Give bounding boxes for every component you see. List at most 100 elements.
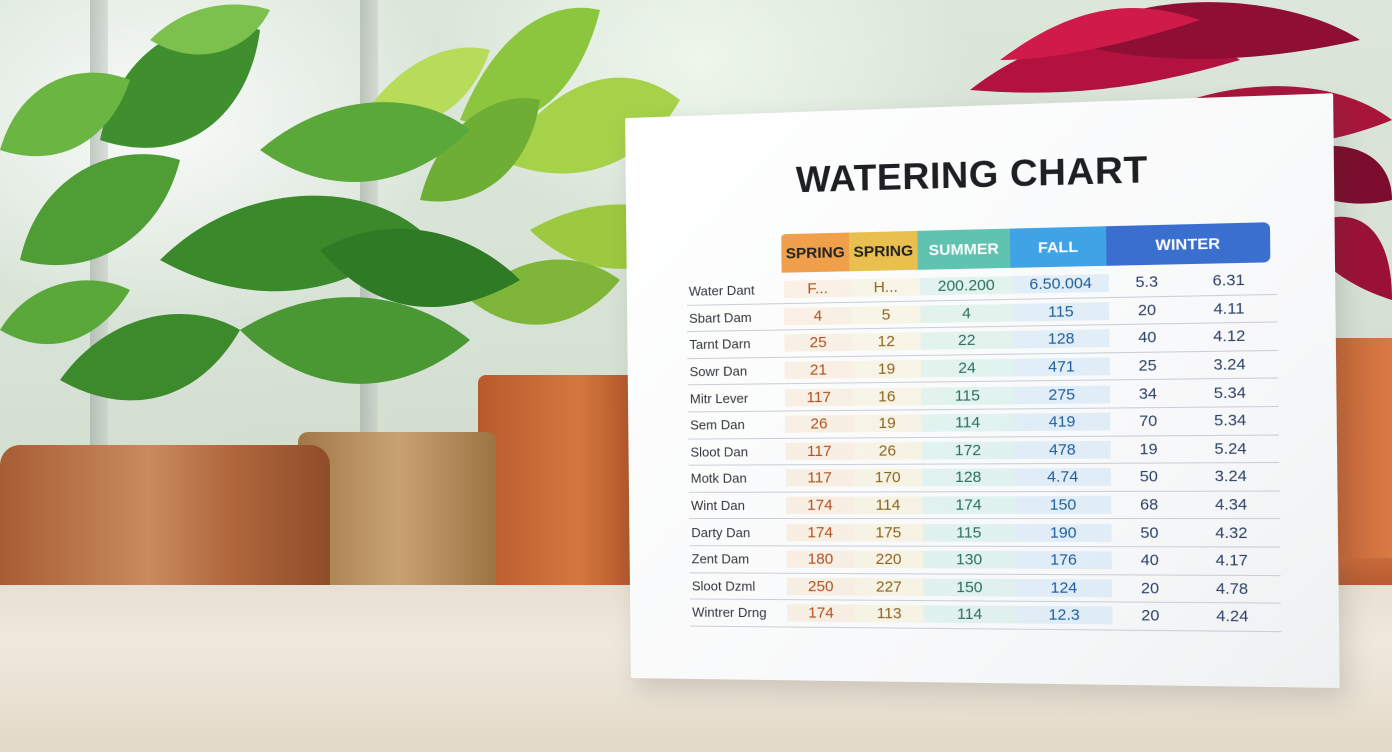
cell-fall: 6.50.004 <box>1013 274 1109 294</box>
cell-winter-2: 4.24 <box>1188 608 1276 627</box>
cell-spring-2: 170 <box>853 469 922 487</box>
cell-winter-1: 19 <box>1111 440 1187 458</box>
cell-summer: 200.200 <box>920 276 1013 295</box>
cell-winter-2: 3.24 <box>1187 468 1275 486</box>
cell-spring-1: 4 <box>784 307 852 325</box>
row-label: Zent Dam <box>689 551 786 566</box>
cell-spring-2: 175 <box>854 524 923 541</box>
table-row: Zent Dam 180 220 130 176 40 4.17 <box>689 546 1280 576</box>
cell-fall: 150 <box>1015 496 1111 514</box>
cell-fall: 124 <box>1016 579 1112 597</box>
cell-winter-2: 6.31 <box>1185 271 1273 291</box>
cell-winter-1: 20 <box>1109 301 1185 320</box>
cell-spring-1: 174 <box>786 524 854 541</box>
cell-spring-1: 174 <box>786 497 854 514</box>
row-label: Sem Dan <box>688 417 785 433</box>
cell-winter-1: 40 <box>1112 552 1188 570</box>
cell-summer: 114 <box>921 414 1014 432</box>
row-label: Sloot Dzml <box>690 578 787 594</box>
cell-fall: 471 <box>1013 358 1109 377</box>
cell-fall: 176 <box>1015 551 1111 569</box>
cell-fall: 478 <box>1014 441 1110 459</box>
table-row: Sloot Dan 117 26 172 478 19 5.24 <box>688 435 1279 466</box>
table-row: Wintrer Drng 174 113 114 12.3 20 4.24 <box>690 600 1281 632</box>
cell-spring-2: 26 <box>853 442 922 460</box>
cell-spring-1: 180 <box>787 551 855 569</box>
row-label: Sowr Dan <box>688 363 785 379</box>
cell-summer: 172 <box>922 441 1015 459</box>
chart-title: WATERING CHART <box>626 142 1335 206</box>
row-label: Sbart Dam <box>687 309 784 326</box>
cell-spring-2: 220 <box>854 551 923 569</box>
table-row: Darty Dan 174 175 115 190 50 4.32 <box>689 519 1280 547</box>
cell-summer: 128 <box>922 469 1015 487</box>
table-row: Motk Dan 117 170 128 4.74 50 3.24 <box>689 463 1280 492</box>
row-label: Sloot Dan <box>688 444 785 460</box>
cell-winter-2: 3.24 <box>1186 355 1274 374</box>
cell-summer: 150 <box>923 578 1016 596</box>
cell-fall: 4.74 <box>1015 468 1111 486</box>
cell-winter-2: 4.32 <box>1187 524 1275 542</box>
cell-winter-1: 25 <box>1110 357 1186 376</box>
cell-fall: 190 <box>1015 524 1111 542</box>
row-label: Mitr Lever <box>688 390 785 406</box>
cell-spring-2: 227 <box>855 578 924 596</box>
cell-spring-2: 114 <box>854 497 923 514</box>
cell-spring-1: 250 <box>787 578 855 596</box>
cell-summer: 130 <box>923 551 1016 569</box>
cell-summer: 24 <box>921 359 1014 378</box>
header-winter: WINTER <box>1106 222 1270 266</box>
cell-winter-1: 34 <box>1110 384 1186 403</box>
cell-summer: 114 <box>923 606 1016 624</box>
row-label: Wint Dan <box>689 498 786 513</box>
cell-fall: 115 <box>1013 302 1109 321</box>
cell-winter-2: 4.17 <box>1188 552 1276 570</box>
season-header-row: SPRING SPRING SUMMER FALL WINTER <box>781 222 1277 273</box>
row-label: Wintrer Drng <box>690 605 787 621</box>
cell-spring-1: 25 <box>784 334 852 352</box>
row-label: Water Dant <box>687 282 784 299</box>
cell-winter-2: 5.34 <box>1186 383 1274 402</box>
row-label: Motk Dan <box>689 471 786 486</box>
cell-spring-1: 26 <box>785 415 853 433</box>
cell-winter-2: 4.12 <box>1185 327 1273 346</box>
cell-spring-2: 113 <box>855 605 924 623</box>
header-spring: SPRING <box>849 231 918 271</box>
cell-summer: 22 <box>921 331 1014 350</box>
cell-spring-2: H... <box>851 278 920 297</box>
header-spring: SPRING <box>781 233 849 273</box>
header-fall: FALL <box>1010 226 1107 268</box>
cell-spring-1: 21 <box>785 361 853 379</box>
row-label: Darty Dan <box>689 525 786 540</box>
cell-summer: 4 <box>920 304 1013 323</box>
cell-winter-2: 4.11 <box>1185 299 1273 318</box>
cell-winter-1: 20 <box>1112 579 1188 597</box>
cell-summer: 174 <box>922 496 1015 514</box>
cell-winter-2: 4.78 <box>1188 580 1276 598</box>
table-row: Wint Dan 174 114 174 150 68 4.34 <box>689 491 1280 519</box>
cell-spring-2: 12 <box>852 333 921 351</box>
cell-winter-2: 5.34 <box>1186 412 1274 431</box>
cell-summer: 115 <box>921 386 1014 404</box>
cell-spring-1: 117 <box>785 442 853 460</box>
cell-winter-1: 68 <box>1111 496 1187 514</box>
cell-winter-1: 70 <box>1110 412 1186 430</box>
watering-chart-card: WATERING CHART SPRING SPRING SUMMER FALL… <box>625 93 1340 688</box>
cell-spring-2: 19 <box>852 360 921 378</box>
cell-fall: 12.3 <box>1016 606 1112 624</box>
cell-fall: 275 <box>1014 385 1110 404</box>
cell-spring-1: 117 <box>785 388 853 406</box>
cell-spring-1: F... <box>784 280 852 299</box>
cell-spring-1: 174 <box>787 605 855 623</box>
chart-rows: Water Dant F... H... 200.200 6.50.004 5.3 6.31… <box>687 266 1281 631</box>
cell-winter-1: 20 <box>1112 607 1188 625</box>
cell-summer: 115 <box>923 524 1016 542</box>
cell-spring-1: 117 <box>786 470 854 488</box>
table-row: Sloot Dzml 250 227 150 124 20 4.78 <box>690 573 1281 604</box>
header-summer: SUMMER <box>917 229 1010 270</box>
cell-winter-2: 5.24 <box>1187 440 1275 458</box>
cell-winter-1: 50 <box>1111 524 1187 542</box>
cell-winter-1: 40 <box>1109 329 1185 348</box>
cell-winter-2: 4.34 <box>1187 496 1275 514</box>
cell-fall: 419 <box>1014 413 1110 431</box>
